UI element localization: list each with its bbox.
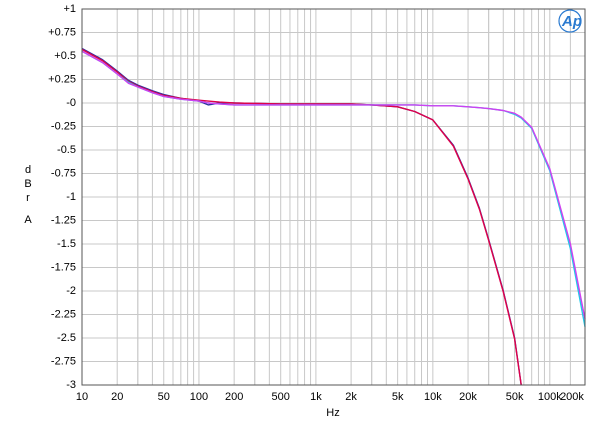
lines bbox=[81, 47, 586, 386]
series-line bbox=[81, 50, 586, 320]
y-axis-label-char: A bbox=[24, 214, 32, 226]
x-tick-label: 50k bbox=[506, 391, 524, 403]
y-tick-label: -0.25 bbox=[51, 120, 76, 132]
y-tick-label: +0.5 bbox=[54, 50, 76, 62]
x-tick-label: 2k bbox=[345, 391, 357, 403]
y-tick-label: +1 bbox=[63, 3, 76, 15]
y-tick-label: -1.25 bbox=[51, 214, 76, 226]
y-tick-label: -2 bbox=[66, 285, 76, 297]
logo-ring bbox=[558, 9, 582, 33]
y-tick-label: -0.75 bbox=[51, 167, 76, 179]
x-tick-label: 200k bbox=[560, 391, 584, 403]
y-axis-label-char: r bbox=[26, 192, 30, 204]
x-tick-label: 200 bbox=[225, 391, 243, 403]
grid bbox=[81, 8, 586, 386]
logo: Ap bbox=[561, 13, 582, 30]
x-tick-label: 5k bbox=[392, 391, 404, 403]
y-axis-label-char: d bbox=[25, 164, 31, 176]
y-tick-label: -1.75 bbox=[51, 261, 76, 273]
x-tick-label: 1k bbox=[310, 391, 322, 403]
y-tick-label: -2.25 bbox=[51, 308, 76, 320]
x-tick-label: 100 bbox=[190, 391, 208, 403]
x-tick-label: 100k bbox=[538, 391, 562, 403]
y-tick-label: -3 bbox=[66, 379, 76, 391]
x-tick-label: 50 bbox=[158, 391, 170, 403]
y-tick-label: -1.5 bbox=[57, 238, 76, 250]
y-tick-label: +0.75 bbox=[48, 26, 76, 38]
y-tick-label: -1 bbox=[66, 191, 76, 203]
x-tick-label: 10k bbox=[424, 391, 442, 403]
plot-border bbox=[81, 8, 586, 386]
y-tick-label: -2.5 bbox=[57, 332, 76, 344]
series-line bbox=[81, 48, 522, 386]
y-tick-label: -0 bbox=[66, 97, 76, 109]
y-tick-label: -0.5 bbox=[57, 144, 76, 156]
x-tick-label: 20 bbox=[111, 391, 123, 403]
x-tick-label: 10 bbox=[76, 391, 88, 403]
y-tick-label: +0.25 bbox=[48, 73, 76, 85]
x-axis-label: Hz bbox=[326, 407, 339, 419]
y-axis-label-char: B bbox=[24, 178, 31, 190]
x-tick-label: 20k bbox=[459, 391, 477, 403]
y-tick-label: -2.75 bbox=[51, 355, 76, 367]
x-tick-label: 500 bbox=[272, 391, 290, 403]
